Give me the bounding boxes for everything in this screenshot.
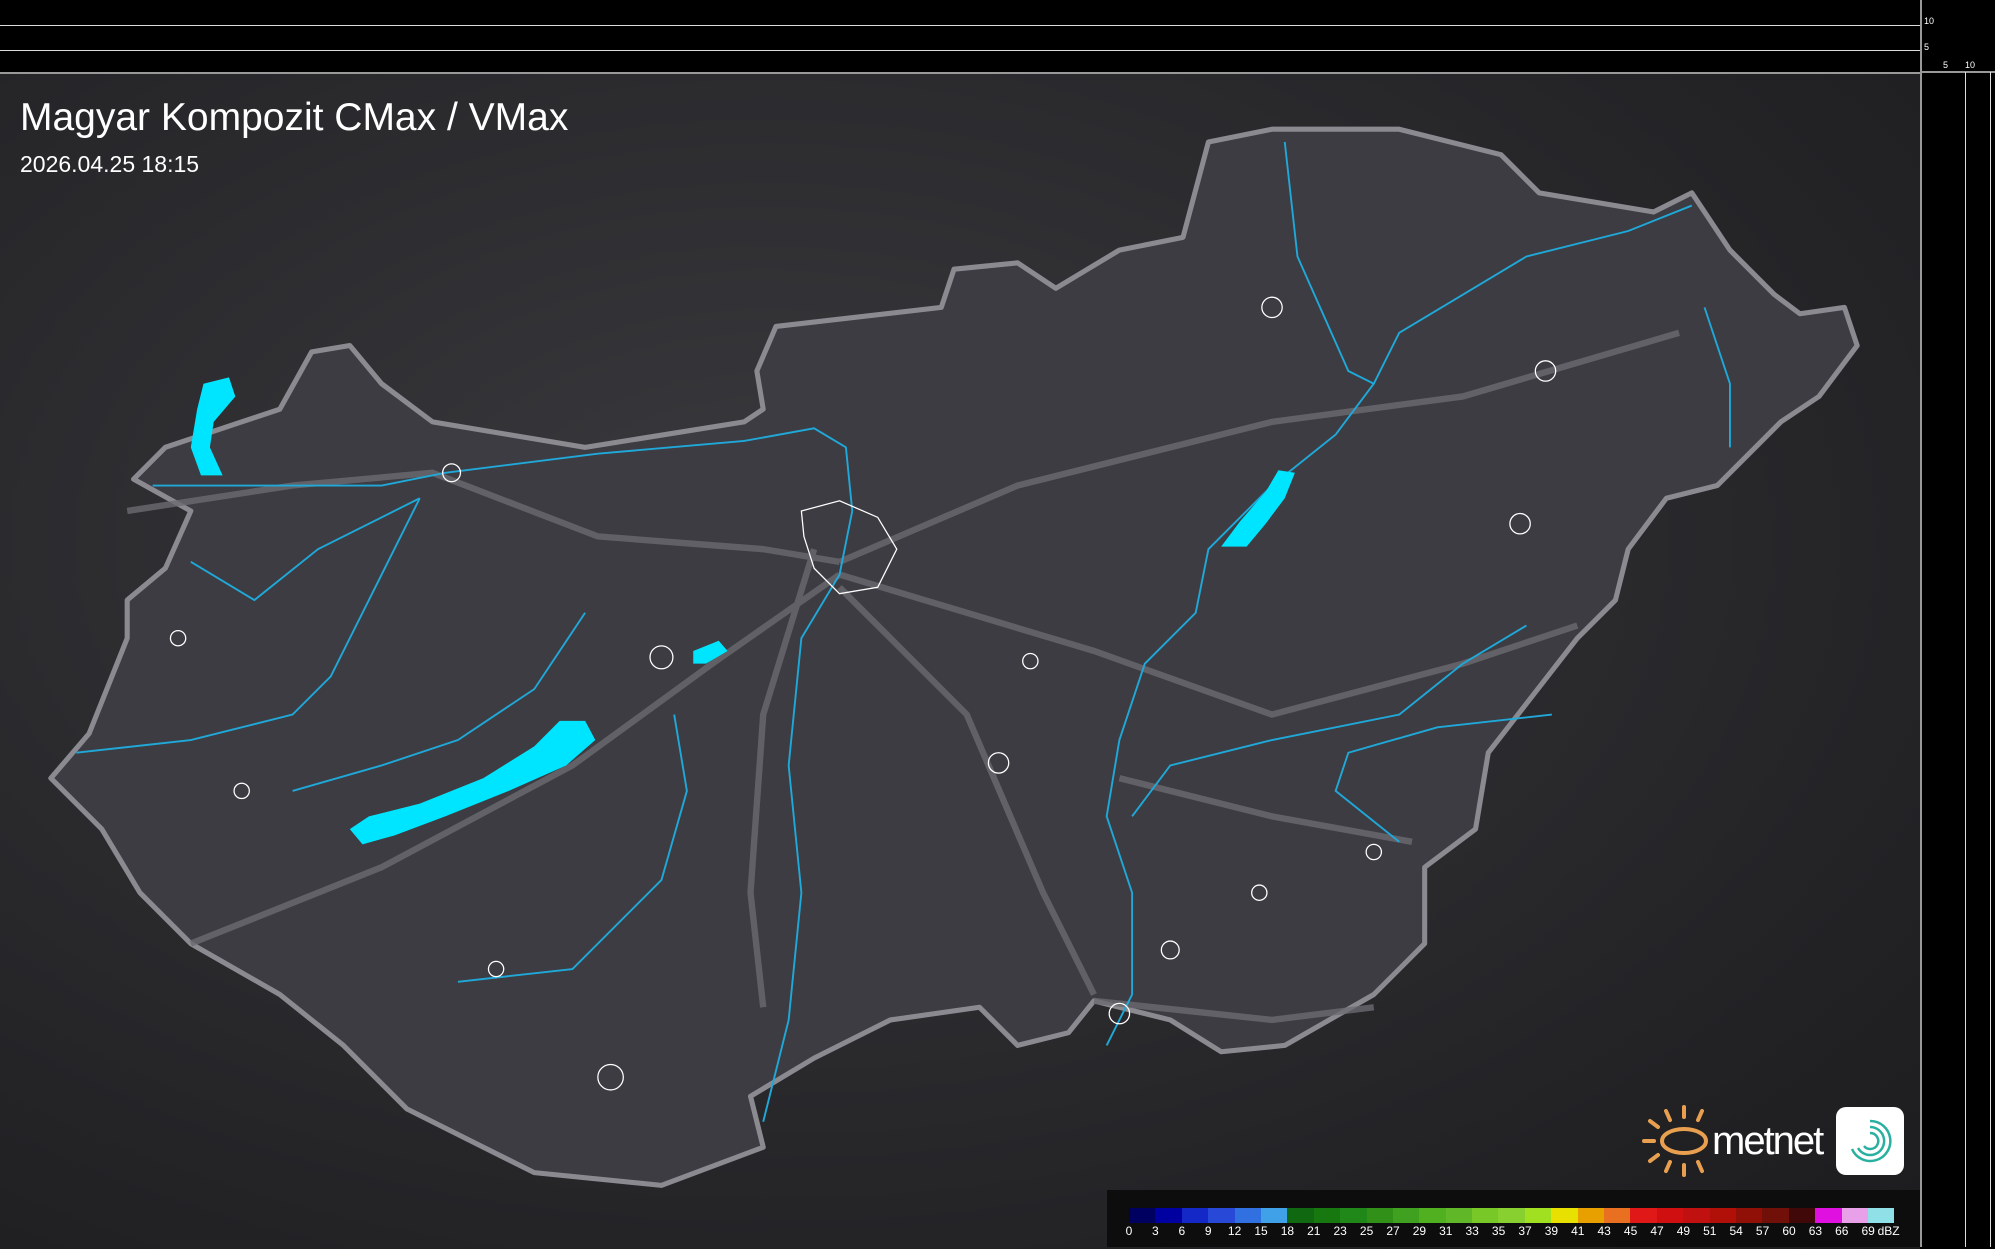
legend-swatch: [1867, 1208, 1895, 1223]
rivers: [76, 141, 1731, 1122]
legend-label: 27: [1386, 1224, 1400, 1238]
lake-velence: [693, 640, 728, 664]
legend-label: 51: [1703, 1224, 1717, 1238]
legend-swatch: [1340, 1208, 1367, 1223]
legend-swatch: [1762, 1208, 1789, 1223]
legend-label: 33: [1465, 1224, 1479, 1238]
map-title: Magyar Kompozit CMax / VMax: [20, 96, 569, 139]
legend-swatch: [1709, 1208, 1736, 1223]
lake-balaton: [349, 720, 596, 845]
legend-swatch: [1419, 1208, 1446, 1223]
legend-label: 63: [1808, 1224, 1823, 1238]
scale-tick-h10: 10: [1965, 60, 1976, 70]
legend-swatch: [1445, 1208, 1473, 1223]
legend-label: 9: [1204, 1224, 1212, 1238]
scale-divider: [1920, 71, 1995, 73]
scale-line-v5: [1965, 72, 1966, 1247]
legend-label: 43: [1597, 1224, 1611, 1238]
legend-swatch: [1683, 1208, 1710, 1223]
map-timestamp: 2026.04.25 18:15: [20, 151, 200, 177]
dbz-legend: 0 3 6 9 12 15 18 21 23 25 27 29 31 33 35 37 39 41 43 45 47 49…: [1107, 1190, 1920, 1247]
lake-fertő: [190, 377, 236, 476]
legend-swatch: [1181, 1208, 1209, 1223]
legend-label: 45: [1623, 1224, 1638, 1238]
scale-line-5: [0, 50, 1920, 51]
legend-label: 60: [1782, 1224, 1796, 1238]
legend-swatch: [1472, 1208, 1499, 1223]
legend-label: 15: [1254, 1224, 1268, 1238]
scale-tick-10: 10: [1924, 16, 1935, 26]
legend-swatch: [1815, 1208, 1842, 1223]
brand-name: metnet: [1712, 1118, 1824, 1163]
legend-swatch: [1498, 1208, 1525, 1223]
legend-swatch: [1208, 1208, 1235, 1223]
legend-swatch: [1577, 1208, 1605, 1223]
legend-swatch: [1155, 1208, 1182, 1223]
legend-label: 31: [1439, 1224, 1453, 1238]
legend-swatch: [1524, 1208, 1552, 1223]
sun-icon: [1642, 1105, 1708, 1177]
scale-line-10: [0, 25, 1920, 26]
legend-label: 3: [1152, 1224, 1159, 1238]
legend-label: 12: [1227, 1224, 1242, 1238]
spiral-icon: [1851, 1119, 1892, 1163]
legend-swatch: [1129, 1208, 1156, 1223]
scale-tick-h5: 5: [1943, 60, 1949, 70]
legend-swatch: [1260, 1208, 1288, 1223]
legend-label: 6: [1178, 1224, 1186, 1238]
legend-label: 0: [1125, 1224, 1133, 1238]
legend-swatch: [1841, 1208, 1868, 1223]
legend-label: 47: [1650, 1224, 1664, 1238]
legend-unit: dBZ: [1877, 1224, 1900, 1238]
lakes: [190, 377, 1295, 845]
legend-swatch: [1366, 1208, 1393, 1223]
legend-label: 35: [1491, 1224, 1506, 1238]
legend-label: 57: [1755, 1224, 1770, 1238]
legend-swatch: [1287, 1208, 1314, 1223]
legend-swatch: [1392, 1208, 1420, 1223]
legend-label: 18: [1280, 1224, 1295, 1238]
roads: [126, 329, 1680, 1024]
radar-map[interactable]: [0, 72, 1920, 1249]
right-scale-strip: [1920, 0, 1995, 1247]
legend-swatch: [1656, 1208, 1684, 1223]
legend-swatch: [1313, 1208, 1341, 1223]
legend-swatch: [1630, 1208, 1657, 1223]
hungary-map: [48, 126, 1860, 1188]
legend-label: 23: [1333, 1224, 1347, 1238]
metnet-logo: metnet: [1636, 1103, 1905, 1179]
legend-label: 37: [1518, 1224, 1532, 1238]
legend-label: 39: [1544, 1224, 1559, 1238]
hungary-country-shape: [48, 126, 1860, 1188]
legend-label: 69: [1861, 1224, 1875, 1238]
metnet-app-icon: [1836, 1107, 1905, 1175]
legend-label: 66: [1835, 1224, 1849, 1238]
legend-label: 21: [1307, 1224, 1321, 1238]
legend-label: 54: [1729, 1224, 1743, 1238]
legend-swatch: [1735, 1208, 1763, 1223]
legend-color-bar: [1129, 1208, 1895, 1223]
legend-labels: 0 3 6 9 12 15 18 21 23 25 27 29 31 33 35 37 39 41 43 45 47 49…: [1125, 1224, 1919, 1240]
top-scale-band: [0, 0, 1920, 72]
legend-label: 41: [1571, 1224, 1585, 1238]
legend-label: 49: [1676, 1224, 1691, 1238]
city-outlines: [169, 296, 1557, 1091]
legend-label: 25: [1359, 1224, 1374, 1238]
legend-swatch: [1788, 1208, 1816, 1223]
legend-label: 29: [1412, 1224, 1427, 1238]
legend-swatch: [1604, 1208, 1631, 1223]
legend-swatch: [1234, 1208, 1261, 1223]
legend-swatch: [1551, 1208, 1578, 1223]
lake-tisza: [1221, 470, 1295, 547]
scale-tick-5: 5: [1924, 42, 1930, 52]
scale-line-v10: [1990, 72, 1991, 1247]
